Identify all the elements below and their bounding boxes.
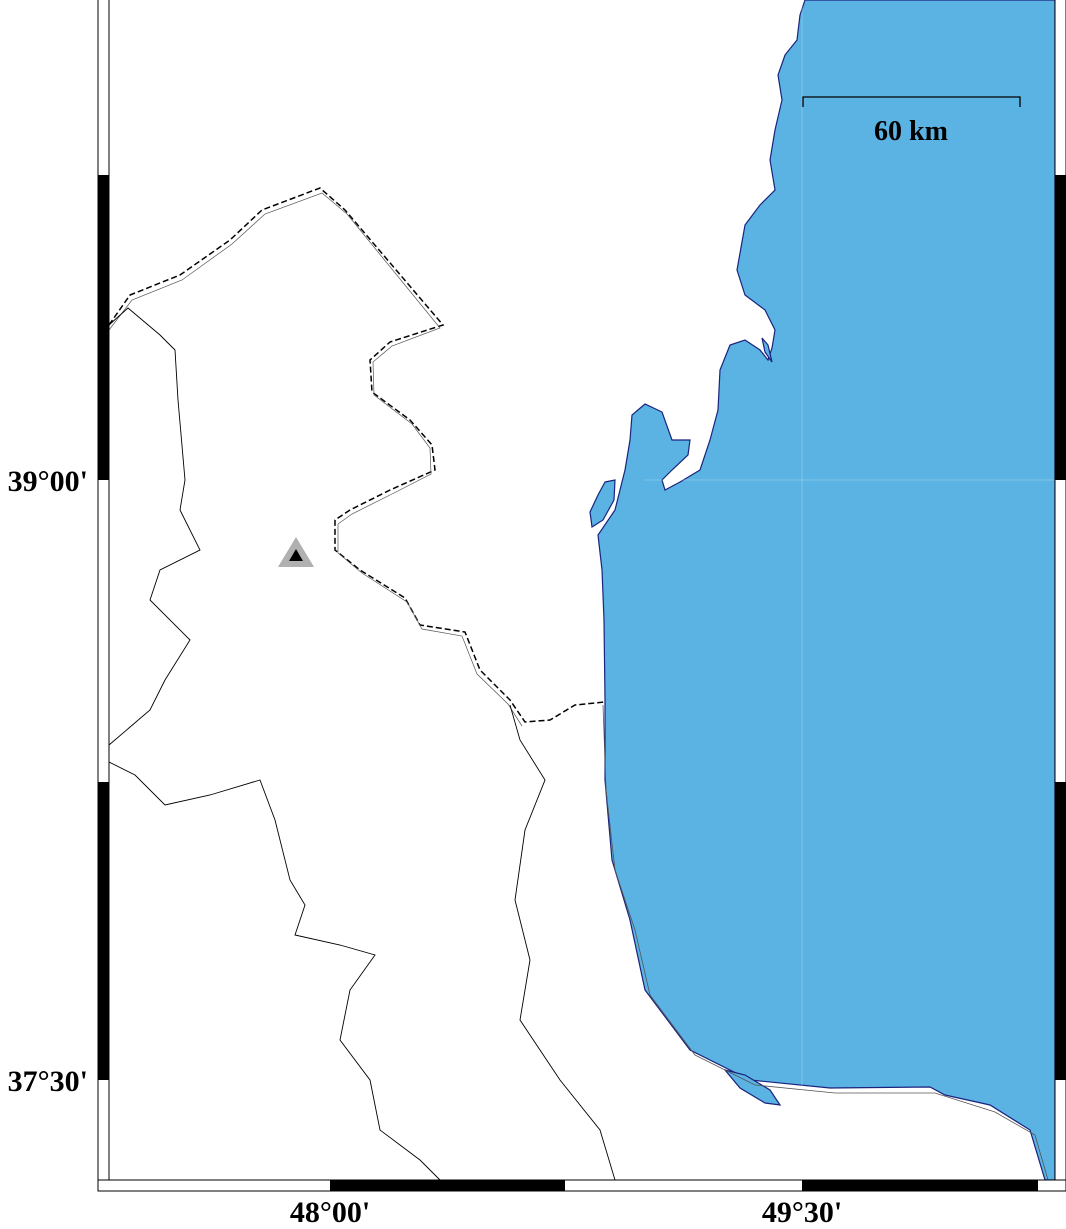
scale-bar bbox=[802, 96, 1021, 107]
spit-island bbox=[589, 479, 616, 529]
province-boundary bbox=[108, 307, 201, 746]
international-border bbox=[108, 187, 606, 723]
caspian-sea bbox=[597, 0, 1056, 1181]
lat-label-37-30: 37°30' bbox=[8, 1065, 88, 1098]
map-frame bbox=[97, 0, 1066, 1192]
lon-label-48-00: 48°00' bbox=[290, 1196, 370, 1229]
border-underlay bbox=[108, 192, 523, 727]
station-triangle-inner-icon bbox=[289, 549, 303, 561]
lon-label-49-30: 49°30' bbox=[762, 1196, 842, 1229]
lat-label-39-00: 39°00' bbox=[8, 465, 88, 498]
province-boundary bbox=[509, 704, 616, 1181]
coastal-lagoon bbox=[723, 1068, 782, 1106]
thin-land-strip bbox=[761, 337, 773, 363]
scale-bar-label: 60 km bbox=[874, 116, 948, 147]
province-boundary bbox=[108, 761, 441, 1181]
old-coastline bbox=[602, 704, 1049, 1181]
